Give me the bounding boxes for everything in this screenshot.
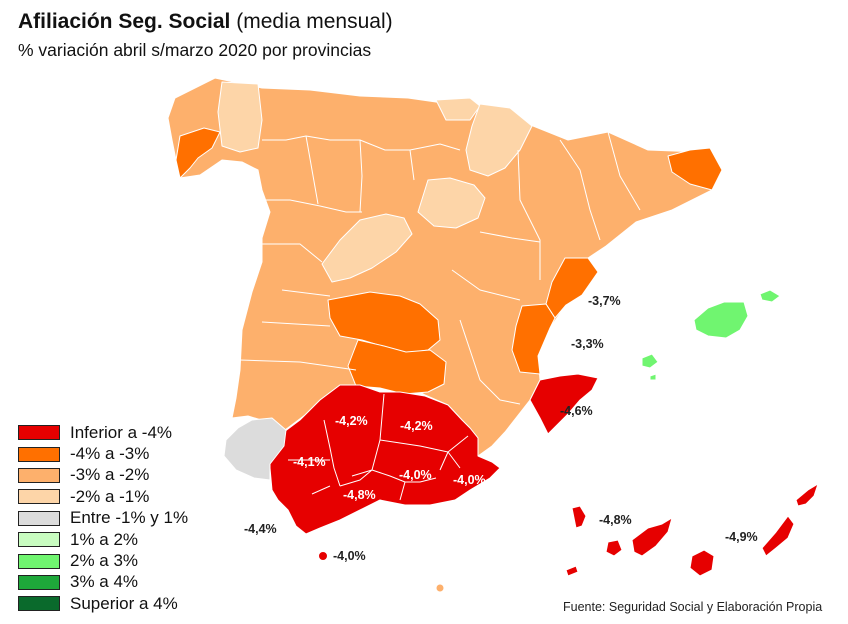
province-ciudad-real <box>347 339 447 395</box>
label-sevilla: -4,1% <box>293 455 326 469</box>
legend-label: Inferior a -4% <box>70 422 173 442</box>
legend-swatch <box>18 489 60 505</box>
legend-label: -4% a -3% <box>70 444 150 464</box>
province-lugo <box>217 81 263 153</box>
ceuta-dot <box>318 551 328 561</box>
province-huelva <box>223 417 287 481</box>
island-el-hierro <box>565 565 579 577</box>
legend-item: -3% a -2% <box>18 465 188 486</box>
legend-swatch <box>18 532 60 548</box>
island-ibiza <box>641 353 659 369</box>
province-madrid-region <box>321 213 413 283</box>
legend-label: -2% a -1% <box>70 486 150 506</box>
source-note: Fuente: Seguridad Social y Elaboración P… <box>563 600 823 614</box>
island-lanzarote <box>795 483 819 507</box>
label-jaen: -4,2% <box>400 419 433 433</box>
province-pais-vasco-navarra <box>465 103 533 177</box>
label-almeria: -4,0% <box>453 473 486 487</box>
title-normal: (media mensual) <box>236 10 393 33</box>
province-valencia <box>511 303 556 375</box>
label-castellon: -3,7% <box>588 294 621 308</box>
island-menorca <box>759 289 781 303</box>
island-gran-canaria <box>689 549 715 577</box>
map-subtitle: % variación abril s/marzo 2020 por provi… <box>18 40 372 60</box>
legend-item: Entre -1% y 1% <box>18 508 188 529</box>
legend-item: -2% a -1% <box>18 486 188 507</box>
legend-item: 2% a 3% <box>18 550 188 571</box>
label-cordoba: -4,2% <box>335 414 368 428</box>
legend-swatch <box>18 574 60 590</box>
label-alicante: -4,6% <box>560 404 593 418</box>
island-tenerife <box>631 517 673 557</box>
label-valencia: -3,3% <box>571 337 604 351</box>
province-alicante <box>529 373 599 435</box>
island-la-gomera <box>605 539 623 557</box>
label-cadiz: -4,4% <box>244 522 277 536</box>
map-title: Afiliación Seg. Social (media mensual) <box>18 10 393 34</box>
label-santa-cruz: -4,8% <box>599 513 632 527</box>
label-ceuta: -4,0% <box>333 549 366 563</box>
legend-item: Superior a 4% <box>18 593 188 614</box>
legend-swatch <box>18 425 60 441</box>
legend-label: 3% a 4% <box>70 572 139 592</box>
legend-swatch <box>18 596 60 612</box>
melilla-dot <box>435 583 445 593</box>
legend-item: Inferior a -4% <box>18 422 188 443</box>
legend-item: 3% a 4% <box>18 572 188 593</box>
legend-label: Superior a 4% <box>70 593 178 613</box>
legend-label: -3% a -2% <box>70 465 150 485</box>
label-granada: -4,0% <box>399 468 432 482</box>
province-soria <box>417 177 486 229</box>
legend-label: 1% a 2% <box>70 529 139 549</box>
province-girona <box>667 147 723 191</box>
island-formentera <box>649 373 657 381</box>
island-mallorca <box>693 301 749 339</box>
legend-label: Entre -1% y 1% <box>70 508 189 528</box>
legend-label: 2% a 3% <box>70 551 139 571</box>
legend-swatch <box>18 467 60 483</box>
andalucia-region <box>269 384 501 535</box>
island-fuerteventura <box>761 515 795 557</box>
island-la-palma <box>571 505 587 529</box>
title-bold: Afiliación Seg. Social <box>18 10 231 33</box>
legend-swatch <box>18 510 60 526</box>
label-malaga: -4,8% <box>343 488 376 502</box>
legend-swatch <box>18 446 60 462</box>
andalucia-borders <box>288 393 469 501</box>
legend-swatch <box>18 553 60 569</box>
legend: Inferior a -4% -4% a -3% -3% a -2% -2% a… <box>18 422 188 615</box>
legend-item: 1% a 2% <box>18 529 188 550</box>
province-a-coruna <box>175 127 221 179</box>
province-castellon <box>545 257 599 319</box>
label-las-palmas: -4,9% <box>725 530 758 544</box>
legend-item: -4% a -3% <box>18 443 188 464</box>
peninsula-borders <box>239 131 641 405</box>
province-cantabria <box>435 97 481 121</box>
